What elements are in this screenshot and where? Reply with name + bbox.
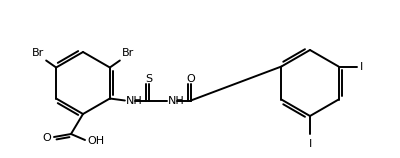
Text: O: O — [186, 73, 195, 83]
Text: Br: Br — [32, 49, 44, 58]
Text: I: I — [360, 61, 363, 72]
Text: NH: NH — [168, 95, 184, 106]
Text: O: O — [42, 133, 51, 143]
Text: OH: OH — [87, 136, 104, 146]
Text: S: S — [145, 73, 152, 83]
Text: Br: Br — [122, 49, 134, 58]
Text: NH: NH — [126, 95, 142, 106]
Text: I: I — [308, 139, 312, 149]
